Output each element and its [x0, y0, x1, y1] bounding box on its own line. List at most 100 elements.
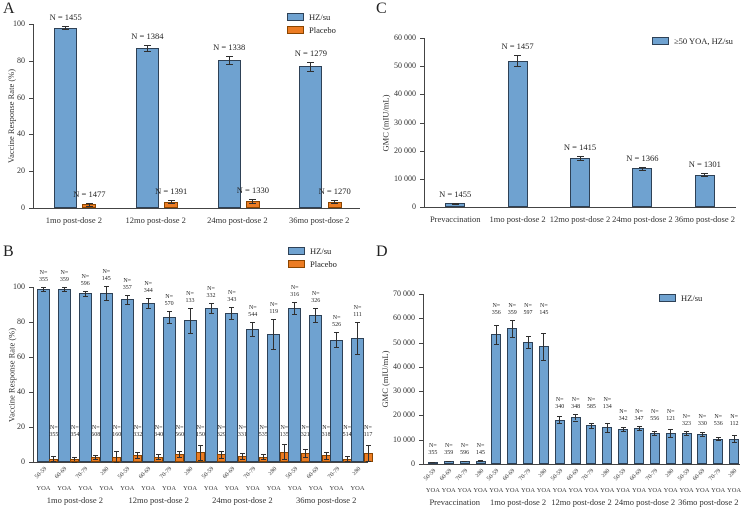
error-bar-cap: [478, 461, 483, 463]
bar-hzsu: [309, 315, 323, 462]
y-tick-label: 50 000: [393, 337, 415, 347]
error-bar: [273, 319, 275, 350]
n-label: N= 121: [666, 408, 676, 422]
y-tick-label: 30 000: [393, 386, 415, 396]
error-bar-cap: [51, 461, 57, 463]
error-bar-cap: [302, 457, 308, 459]
y-tick-label: 10 000: [393, 434, 415, 444]
error-bar-cap: [229, 307, 235, 309]
group-label: 1mo post-dose 2: [46, 495, 103, 505]
bar-hzsu: [183, 320, 197, 463]
n-label: N= 342: [618, 408, 628, 422]
y-tick-label: 40: [17, 129, 25, 139]
error-bar-cap: [541, 359, 547, 361]
n-label: N= 343: [227, 290, 237, 304]
error-bar-cap: [365, 461, 371, 463]
error-bar-cap: [208, 313, 214, 315]
y-tick: [419, 415, 423, 417]
error-bar-cap: [307, 70, 315, 72]
error-bar-cap: [701, 173, 709, 175]
y-tick-label: 30 000: [394, 117, 416, 127]
y-tick-label: 0: [412, 202, 416, 211]
n-label: N= 111: [353, 305, 362, 319]
error-bar: [325, 451, 327, 459]
n-label: N= 356: [491, 302, 501, 316]
error-bar-cap: [143, 45, 151, 47]
yoa-label: YOA: [663, 487, 678, 494]
n-label: N= 133: [185, 291, 195, 305]
error-bar-cap: [668, 436, 674, 438]
error-bar-cap: [281, 459, 287, 461]
bar-hzsu: [507, 328, 518, 464]
bar-hzsu: [267, 334, 281, 463]
error-bar: [294, 301, 296, 315]
x-axis-label: 24mo post-dose 2: [612, 214, 673, 224]
error-bar: [84, 290, 86, 296]
error-bar: [334, 199, 336, 204]
error-bar: [559, 416, 561, 423]
n-label: N = 1415: [563, 142, 597, 153]
legend: HZ/su: [659, 293, 742, 303]
n-label: N= 536: [713, 413, 723, 427]
bar-hzsu: [649, 432, 660, 464]
n-label-placebo: N= 135: [279, 425, 289, 439]
error-bar-cap: [208, 302, 214, 304]
error-bar-cap: [588, 422, 594, 424]
error-bar: [228, 56, 230, 64]
n-label: N= 323: [682, 413, 691, 427]
y-tick-label: 10 000: [394, 173, 416, 183]
yoa-label: YOA: [441, 487, 456, 494]
error-bar: [158, 454, 160, 460]
error-bar-cap: [509, 336, 515, 338]
n-label: N = 1455: [439, 188, 472, 199]
error-bar-cap: [451, 202, 459, 204]
panel-letter: A: [3, 0, 15, 17]
error-bar: [63, 287, 65, 291]
error-bar-cap: [509, 319, 515, 321]
yoa-label: YOA: [679, 487, 694, 494]
n-label: N = 1279: [294, 48, 327, 59]
y-tick-label: 60: [17, 92, 25, 102]
y-tick: [419, 391, 423, 393]
error-bar: [262, 454, 264, 460]
yoa-label: YOA: [245, 485, 260, 492]
error-bar: [511, 319, 513, 337]
error-bar-cap: [604, 431, 610, 433]
error-bar-cap: [93, 454, 99, 456]
error-bar: [670, 428, 672, 437]
x-axis-label: 12mo post-dose 2: [549, 214, 611, 224]
y-tick: [420, 94, 424, 96]
error-bar-cap: [355, 353, 360, 355]
error-bar-cap: [145, 297, 151, 299]
x-axis-label: 1mo post-dose 2: [489, 214, 546, 224]
error-bar-cap: [604, 422, 610, 424]
bar-hzsu: [225, 313, 239, 463]
group-label: Prevaccination: [429, 497, 480, 507]
bar-hzsu: [632, 168, 653, 207]
error-bar-cap: [114, 450, 120, 452]
bar-hzsu: [618, 429, 629, 464]
n-label-placebo: N= 321: [300, 425, 310, 439]
bar-hzsu: [246, 329, 260, 462]
error-bar-cap: [323, 451, 329, 453]
error-bar-cap: [344, 456, 350, 458]
bar-hzsu: [570, 417, 581, 464]
error-bar-cap: [51, 455, 57, 457]
group-label: 36mo post-dose 2: [295, 495, 357, 505]
n-label-placebo: N= 560: [175, 425, 185, 439]
bar-hzsu: [351, 337, 364, 463]
error-bar-cap: [355, 322, 360, 323]
group-label: 36mo post-dose 2: [678, 497, 739, 507]
error-bar-cap: [701, 175, 709, 177]
yoa-label: YOA: [647, 487, 662, 494]
error-bar-cap: [493, 324, 499, 326]
error-bar-cap: [525, 335, 531, 337]
group-label: 1mo post-dose 2: [489, 497, 547, 507]
y-axis-line: [424, 38, 425, 208]
y-tick: [420, 207, 424, 208]
error-bar-cap: [638, 169, 646, 171]
error-bar-cap: [167, 199, 175, 201]
error-bar-cap: [61, 287, 67, 288]
error-bar-cap: [344, 460, 350, 462]
n-label: N= 348: [571, 396, 581, 410]
